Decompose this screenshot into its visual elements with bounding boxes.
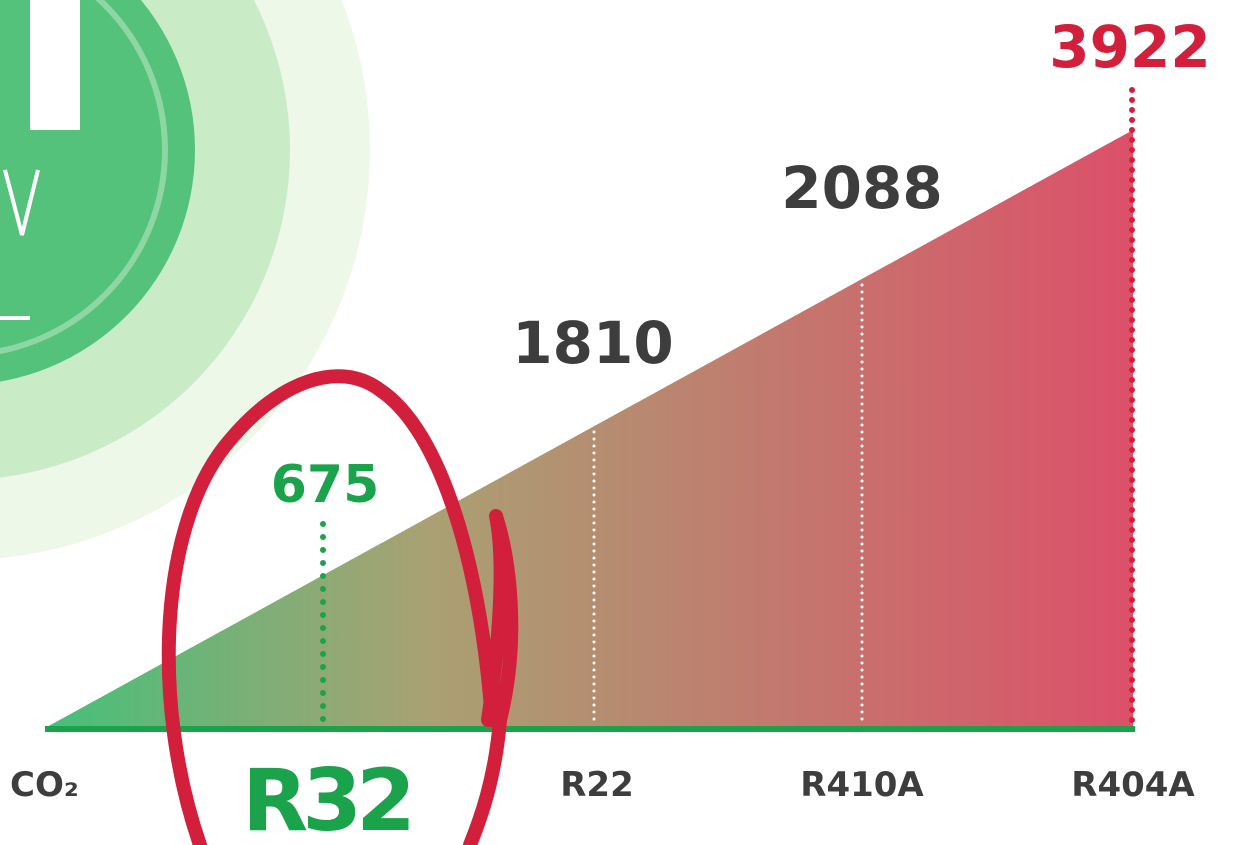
- value-label: 2088: [781, 154, 942, 222]
- category-label: CO₂: [10, 765, 79, 805]
- value-label: 1810: [512, 309, 673, 377]
- category-label: R22: [560, 765, 634, 805]
- r32-logo: R32: [242, 751, 410, 845]
- value-label: 675: [271, 455, 380, 515]
- page: 675 1810 2088 3922 CO₂ R32 R22 R410A R40…: [0, 0, 1234, 845]
- category-label: R410A: [800, 765, 924, 805]
- value-label: 3922: [1049, 13, 1210, 81]
- category-label: R404A: [1071, 765, 1195, 805]
- infographic: 675 1810 2088 3922 CO₂ R32 R22 R410A R40…: [0, 0, 1234, 845]
- decor-letter: [30, 0, 80, 130]
